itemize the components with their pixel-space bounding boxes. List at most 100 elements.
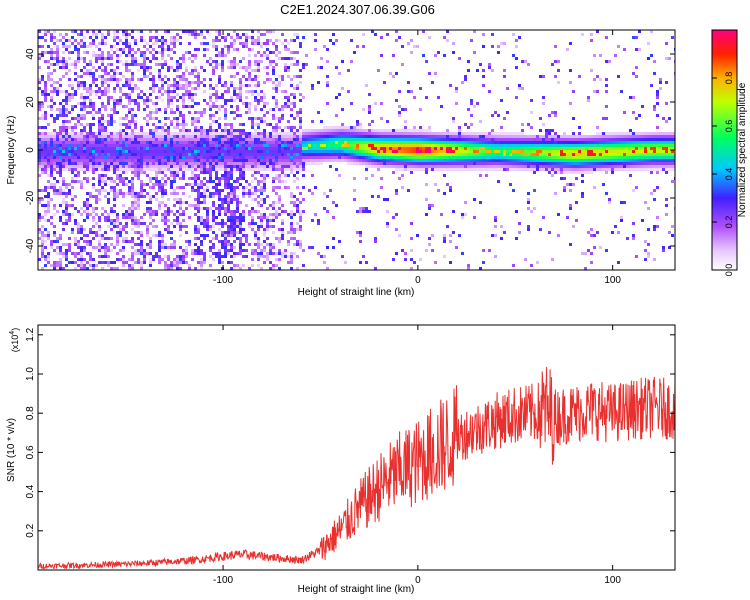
heatmap-cell <box>308 150 311 153</box>
heatmap-cell <box>167 153 170 156</box>
heatmap-cell <box>167 30 170 33</box>
heatmap-cell <box>368 156 371 159</box>
heatmap-cell <box>98 48 101 51</box>
heatmap-cell <box>212 213 215 216</box>
heatmap-cell <box>470 159 473 162</box>
heatmap-cell <box>98 132 101 135</box>
heatmap-cell <box>224 165 227 168</box>
heatmap-cell <box>260 180 263 183</box>
heatmap-cell <box>134 192 137 195</box>
heatmap-cell <box>323 135 326 138</box>
heatmap-cell <box>38 165 41 168</box>
heatmap-cell <box>272 126 275 129</box>
heatmap-cell <box>107 144 110 147</box>
heatmap-cell <box>110 108 113 111</box>
heatmap-cell <box>215 90 218 93</box>
heatmap-cell <box>62 159 65 162</box>
heatmap-cell <box>56 141 59 144</box>
heatmap-cell <box>326 102 329 105</box>
heatmap-cell <box>416 147 419 150</box>
heatmap-cell <box>89 156 92 159</box>
heatmap-cell <box>254 117 257 120</box>
heatmap-cell <box>269 246 272 249</box>
heatmap-cell <box>386 120 389 123</box>
heatmap-cell <box>476 147 479 150</box>
heatmap-cell <box>50 183 53 186</box>
heatmap-cell <box>44 96 47 99</box>
heatmap-cell <box>182 126 185 129</box>
heatmap-cell <box>242 153 245 156</box>
heatmap-cell <box>209 114 212 117</box>
heatmap-cell <box>44 213 47 216</box>
heatmap-cell <box>131 60 134 63</box>
heatmap-cell <box>464 168 467 171</box>
heatmap-cell <box>134 216 137 219</box>
heatmap-cell <box>233 42 236 45</box>
heatmap-cell <box>362 108 365 111</box>
heatmap-cell <box>179 78 182 81</box>
heatmap-cell <box>275 210 278 213</box>
heatmap-cell <box>437 189 440 192</box>
heatmap-cell <box>419 141 422 144</box>
heatmap-cell <box>200 114 203 117</box>
heatmap-cell <box>197 48 200 51</box>
heatmap-cell <box>182 120 185 123</box>
heatmap-cell <box>59 150 62 153</box>
heatmap-cell <box>248 72 251 75</box>
heatmap-cell <box>164 210 167 213</box>
heatmap-cell <box>299 147 302 150</box>
heatmap-cell <box>326 126 329 129</box>
heatmap-cell <box>269 51 272 54</box>
heatmap-cell <box>173 39 176 42</box>
heatmap-cell <box>347 69 350 72</box>
heatmap-cell <box>260 219 263 222</box>
heatmap-cell <box>122 150 125 153</box>
heatmap-cell <box>140 39 143 42</box>
heatmap-cell <box>458 141 461 144</box>
heatmap-cell <box>38 87 41 90</box>
heatmap-cell <box>47 165 50 168</box>
heatmap-cell <box>131 180 134 183</box>
heatmap-cell <box>218 180 221 183</box>
heatmap-cell <box>410 162 413 165</box>
heatmap-cell <box>260 60 263 63</box>
heatmap-cell <box>257 123 260 126</box>
heatmap-cell <box>500 168 503 171</box>
heatmap-cell <box>113 168 116 171</box>
heatmap-cell <box>275 117 278 120</box>
heatmap-cell <box>422 132 425 135</box>
heatmap-cell <box>125 123 128 126</box>
heatmap-cell <box>200 186 203 189</box>
heatmap-cell <box>257 141 260 144</box>
heatmap-cell <box>437 51 440 54</box>
heatmap-cell <box>152 258 155 261</box>
heatmap-cell <box>107 159 110 162</box>
heatmap-cell <box>134 204 137 207</box>
heatmap-cell <box>347 141 350 144</box>
heatmap-cell <box>209 87 212 90</box>
heatmap-cell <box>278 120 281 123</box>
heatmap-cell <box>392 258 395 261</box>
heatmap-cell <box>374 33 377 36</box>
heatmap-cell <box>299 210 302 213</box>
heatmap-cell <box>104 81 107 84</box>
heatmap-cell <box>317 66 320 69</box>
heatmap-cell <box>173 189 176 192</box>
heatmap-cell <box>293 195 296 198</box>
heatmap-cell <box>77 165 80 168</box>
heatmap-cell <box>269 135 272 138</box>
heatmap-cell <box>68 51 71 54</box>
heatmap-cell <box>107 51 110 54</box>
heatmap-cell <box>428 36 431 39</box>
heatmap-cell <box>464 150 467 153</box>
heatmap-cell <box>65 204 68 207</box>
heatmap-cell <box>371 156 374 159</box>
heatmap-cell <box>56 135 59 138</box>
heatmap-cell <box>224 54 227 57</box>
heatmap-cell <box>62 126 65 129</box>
heatmap-cell <box>296 210 299 213</box>
heatmap-cell <box>263 147 266 150</box>
heatmap-cell <box>299 132 302 135</box>
heatmap-cell <box>425 198 428 201</box>
heatmap-cell <box>170 84 173 87</box>
